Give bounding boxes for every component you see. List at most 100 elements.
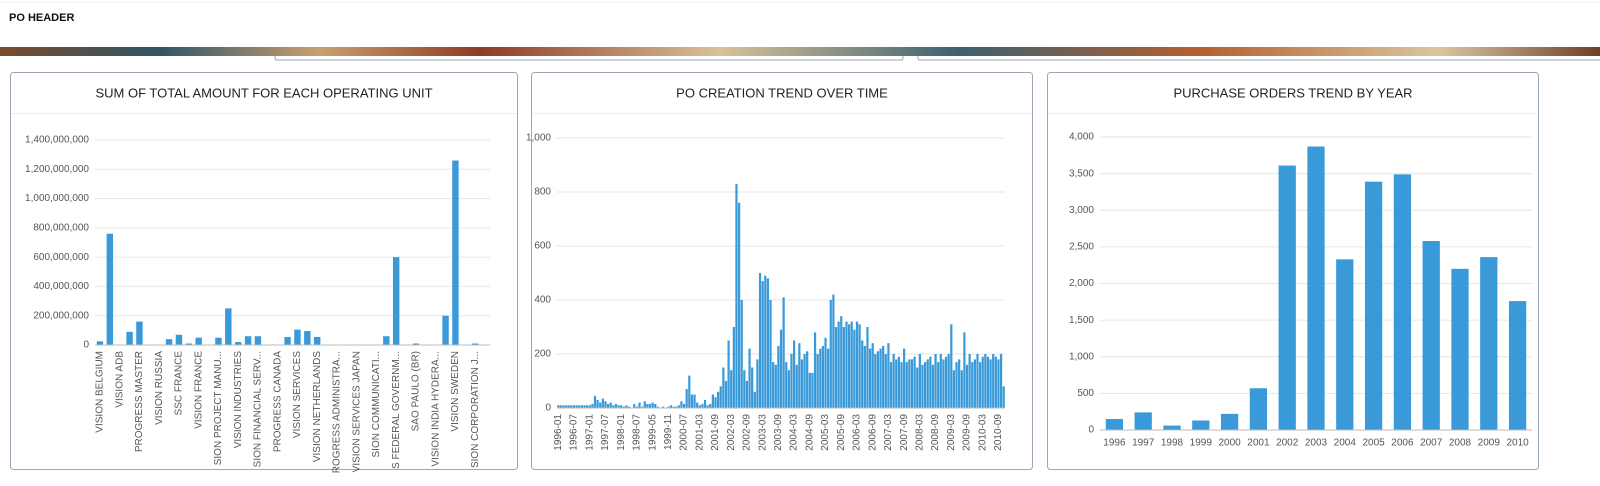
bar xyxy=(751,367,754,408)
tab-outline xyxy=(274,56,1600,61)
y-tick-label: 800 xyxy=(534,187,551,198)
bar xyxy=(452,160,459,345)
x-tick-label: 2005-09 xyxy=(836,414,847,451)
y-tick-label: 400,000,000 xyxy=(33,281,89,292)
bar xyxy=(225,308,232,345)
bar xyxy=(834,327,838,408)
x-tick-label: 1999-05 xyxy=(647,414,658,451)
bar xyxy=(648,403,652,408)
x-tick-label: 2010-09 xyxy=(993,414,1004,451)
x-tick-label: ROGRESS ADMINISTRA... xyxy=(332,351,343,473)
x-tick-label: 2006-09 xyxy=(867,414,878,451)
chart-title: PO CREATION TREND OVER TIME xyxy=(676,85,888,100)
bar xyxy=(842,327,845,408)
bar xyxy=(777,345,780,408)
bar xyxy=(819,348,822,408)
bar xyxy=(1220,413,1239,430)
bar xyxy=(803,354,806,408)
x-tick-label: 1999 xyxy=(1190,438,1213,449)
bar xyxy=(1192,420,1210,430)
y-tick-label: 1,000,000,000 xyxy=(25,193,89,204)
bar xyxy=(916,367,919,408)
bar xyxy=(719,386,722,408)
bar xyxy=(745,381,749,408)
y-tick-label: 800,000,000 xyxy=(33,222,89,233)
x-tick-label: VISION RUSSIA xyxy=(154,351,165,425)
bar xyxy=(1278,165,1296,430)
bar xyxy=(848,324,851,408)
bar xyxy=(572,405,576,408)
x-tick-label: 2007-03 xyxy=(883,414,894,451)
bar xyxy=(709,403,712,408)
bar xyxy=(682,403,686,408)
x-tick-label: 2003 xyxy=(1305,438,1328,449)
y-tick-label: 600 xyxy=(534,241,551,252)
bar xyxy=(698,405,701,408)
banner-gap xyxy=(0,56,1600,60)
bar xyxy=(641,406,644,408)
x-tick-label: SION CORPORATION J... xyxy=(470,351,481,468)
bar xyxy=(837,321,840,408)
x-tick-label: VISION SWEDEN xyxy=(450,351,461,432)
panel xyxy=(10,72,518,470)
bar xyxy=(557,405,560,408)
bar xyxy=(654,403,657,408)
y-tick-label: 0 xyxy=(83,340,89,351)
bar xyxy=(284,336,291,345)
bar xyxy=(96,341,104,345)
x-tick-label: 1998 xyxy=(1161,438,1184,449)
bar xyxy=(769,300,772,408)
x-tick-label: VISION SERVICES xyxy=(292,351,303,438)
bar xyxy=(994,356,997,408)
bar xyxy=(978,362,982,408)
bar xyxy=(254,336,262,345)
bar xyxy=(565,405,568,408)
bar xyxy=(785,362,788,408)
x-tick-label: SION COMMUNICATI... xyxy=(371,351,382,457)
bar xyxy=(690,394,694,408)
y-tick-label: 200 xyxy=(534,349,551,360)
x-tick-label: VISION INDUSTRIES xyxy=(233,351,244,449)
bar xyxy=(918,354,921,408)
bar xyxy=(612,405,615,408)
bar xyxy=(871,343,874,408)
x-tick-label: 2003-09 xyxy=(773,414,784,451)
x-tick-label: 2001 xyxy=(1247,438,1270,449)
bar xyxy=(625,405,628,408)
bar xyxy=(874,354,877,408)
x-tick-label: SION FINANCIAL SERV... xyxy=(253,351,264,467)
bar xyxy=(696,402,699,408)
bar xyxy=(821,345,825,408)
bar xyxy=(934,354,937,408)
bar xyxy=(840,316,843,408)
bar xyxy=(900,362,903,408)
bar xyxy=(675,406,678,408)
bar xyxy=(1422,241,1440,430)
x-tick-label: SION PROJECT MANU... xyxy=(213,351,224,465)
bar xyxy=(1249,388,1268,430)
x-tick-label: VISION BELGIUM xyxy=(95,351,106,433)
bar xyxy=(816,354,819,408)
bar xyxy=(892,354,895,408)
bar xyxy=(976,354,979,408)
bar xyxy=(1480,257,1498,430)
y-tick-label: 500 xyxy=(1077,388,1094,399)
bar xyxy=(313,336,321,345)
bar xyxy=(743,370,746,408)
bar xyxy=(711,394,714,408)
x-tick-label: SAO PAULO (BR) xyxy=(411,351,422,431)
bar xyxy=(471,343,479,345)
x-tick-label: 2001-09 xyxy=(710,414,721,451)
bar xyxy=(929,356,932,408)
x-tick-label: 1998-01 xyxy=(616,414,627,451)
bar xyxy=(677,405,680,408)
x-tick-label: 2009-03 xyxy=(946,414,957,451)
bar xyxy=(383,336,390,345)
x-tick-label: 2004-03 xyxy=(789,414,800,451)
bar xyxy=(913,356,916,408)
bar xyxy=(617,405,620,408)
x-tick-label: SSC FRANCE xyxy=(174,351,185,416)
bar xyxy=(1105,419,1124,430)
bar xyxy=(944,356,948,408)
